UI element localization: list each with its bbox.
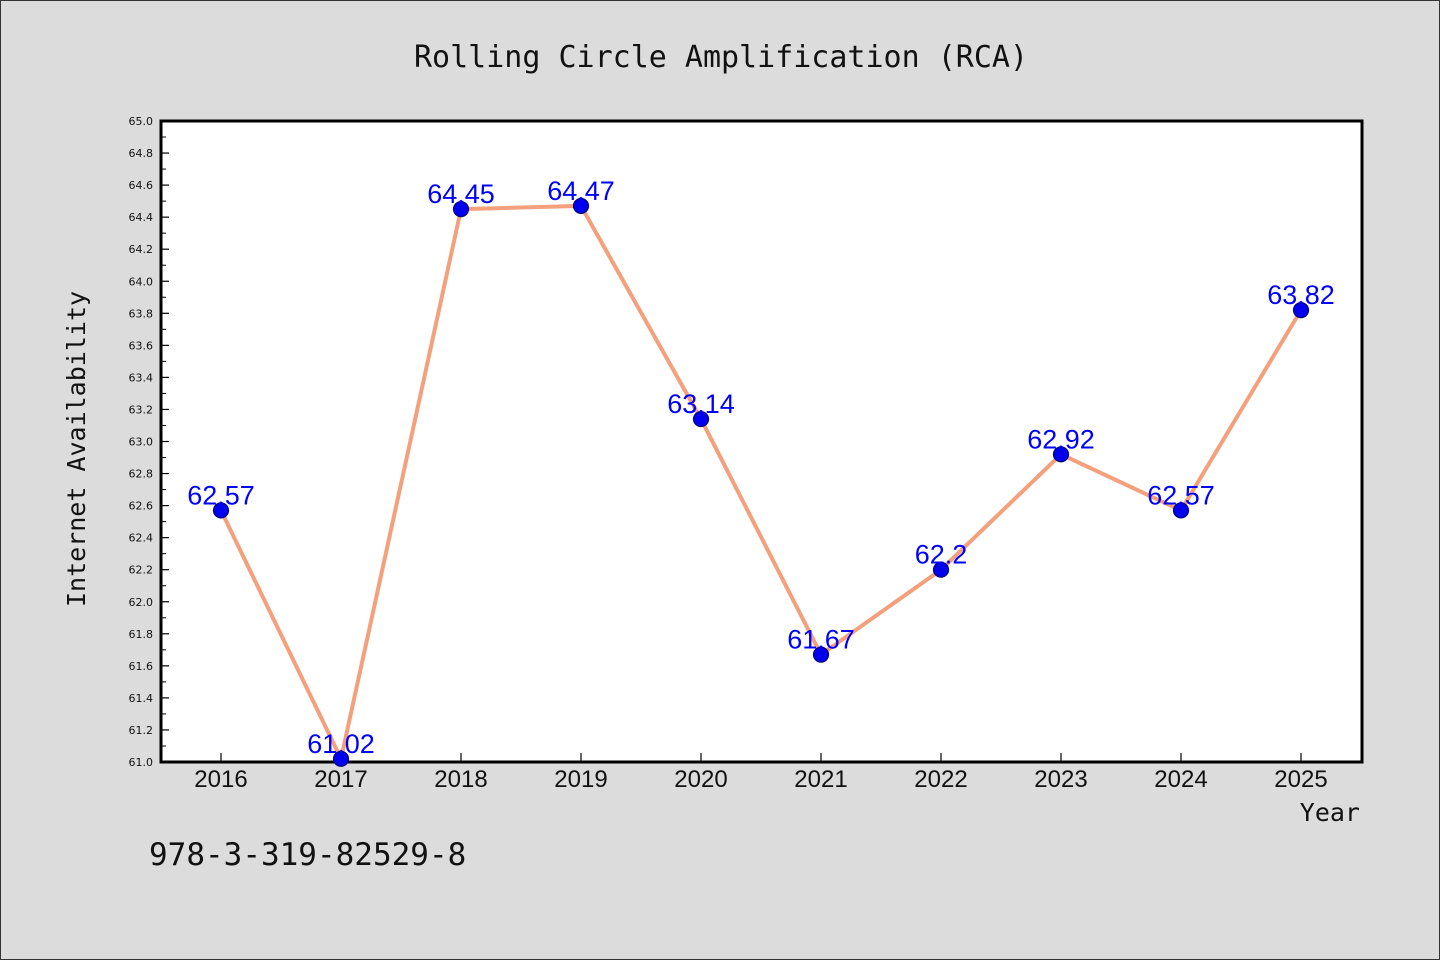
x-tick-label: 2021 [794, 766, 847, 793]
y-tick-label: 63.2 [129, 403, 154, 416]
series-line-group [219, 203, 1303, 761]
x-axis-label: Year [1300, 798, 1360, 827]
data-markers [212, 197, 1310, 767]
data-point [332, 750, 350, 767]
x-tick-label: 2025 [1274, 766, 1327, 793]
y-tick-label: 61.8 [129, 628, 154, 641]
y-tick-label: 64.6 [129, 179, 154, 192]
plot-area [159, 119, 1364, 764]
y-tick-label: 63.6 [129, 339, 154, 352]
y-tick-label: 62.8 [129, 468, 154, 481]
data-point [1052, 446, 1070, 463]
data-label: 62.57 [187, 480, 255, 510]
data-label: 62.57 [1147, 480, 1215, 510]
y-tick-label: 65.0 [129, 115, 154, 128]
x-tick-label: 2017 [314, 766, 367, 793]
y-tick-label: 62.4 [129, 532, 154, 545]
data-point [1172, 502, 1190, 519]
y-tick-label: 62.0 [129, 596, 154, 609]
data-label: 64.45 [427, 179, 495, 209]
series-line [219, 203, 1303, 761]
y-tick-label: 61.4 [129, 692, 154, 705]
y-tick-label: 61.2 [129, 724, 154, 737]
data-point [452, 201, 470, 218]
data-point [812, 646, 830, 663]
x-tick-label: 2020 [674, 766, 727, 793]
x-tick-label: 2016 [194, 766, 247, 793]
x-tick-label: 2019 [554, 766, 607, 793]
data-label: 63.14 [667, 389, 735, 419]
data-point [572, 197, 590, 215]
x-tick-label: 2024 [1154, 766, 1207, 793]
x-axis: 2016 2017 2018 2019 2020 2021 2022 2023 2024 2025 [194, 753, 1328, 793]
y-tick-label: 63.0 [129, 436, 154, 449]
data-label: 63.82 [1267, 280, 1335, 310]
data-label: 64.47 [547, 176, 615, 206]
y-tick-label: 61.0 [129, 756, 154, 769]
data-label: 62.92 [1027, 424, 1095, 454]
y-tick-label: 63.8 [129, 307, 154, 320]
data-labels: 62.57 61.02 64.45 64.47 63.14 61.67 62.2 62.92 6… [187, 176, 1335, 759]
chart-title: Rolling Circle Amplification (RCA) [414, 40, 1028, 75]
data-point [1292, 301, 1310, 319]
x-tick-label: 2018 [434, 766, 487, 793]
data-point [932, 561, 950, 578]
y-tick-label: 62.6 [129, 500, 154, 513]
y-tick-label: 63.4 [129, 371, 154, 384]
y-tick-label: 64.8 [129, 147, 154, 160]
data-label: 62.2 [915, 540, 968, 570]
y-axis-label: Internet Availability [62, 291, 91, 607]
y-tick-label: 64.2 [129, 243, 154, 256]
x-tick-label: 2022 [914, 766, 967, 793]
data-label: 61.67 [787, 625, 855, 655]
data-point [692, 410, 710, 428]
data-point [212, 502, 230, 519]
isbn-annotation: 978-3-319-82529-8 [149, 837, 466, 873]
y-tick-label: 64.4 [129, 211, 154, 224]
data-label: 61.02 [307, 729, 375, 759]
y-tick-label: 64.0 [129, 275, 154, 288]
y-axis: 61.0 61.2 61.4 61.6 61.8 62.0 62.2 62.4 62.6 62.8… [129, 115, 169, 769]
y-tick-label: 62.2 [129, 564, 154, 577]
x-tick-label: 2023 [1034, 766, 1087, 793]
y-tick-label: 61.6 [129, 660, 154, 673]
